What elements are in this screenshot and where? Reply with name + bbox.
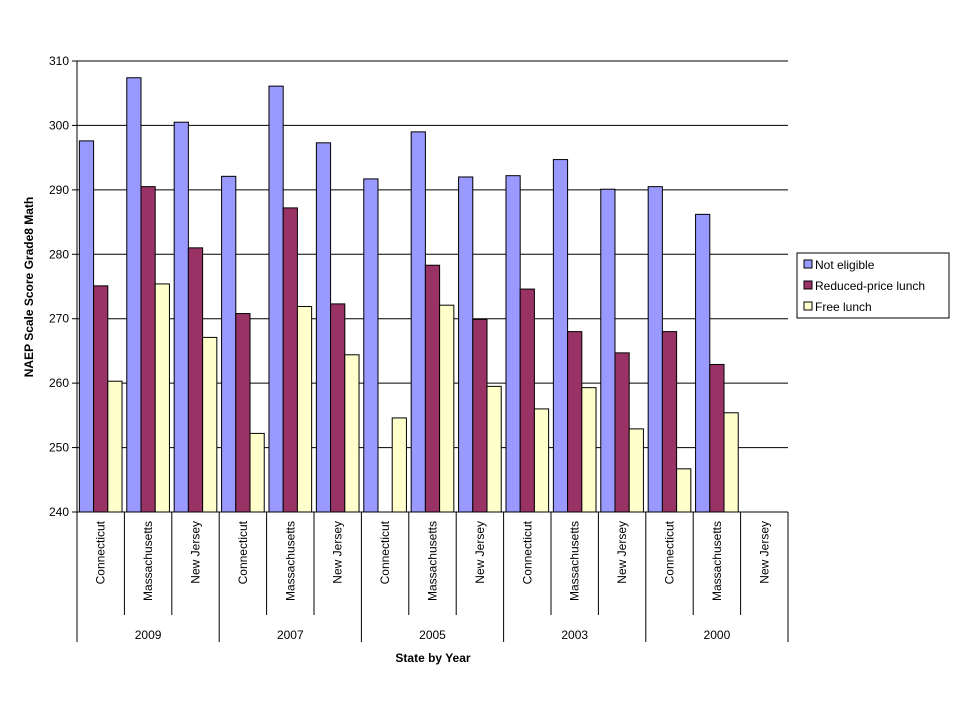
bar-not-eligible — [78, 140, 95, 513]
bar-free-lunch — [344, 354, 360, 513]
bar-reduced-price-lunch — [472, 318, 488, 513]
bar-not-eligible — [695, 213, 711, 513]
x-category-label: Connecticut — [520, 520, 534, 584]
x-category-label: New Jersey — [615, 521, 629, 584]
x-category-label: Connecticut — [236, 520, 250, 584]
y-axis-ticks: 240 250 260 270 280 290 300 310 — [49, 54, 77, 519]
x-axis-title: State by Year — [395, 651, 470, 665]
y-tick-label: 290 — [49, 183, 69, 197]
bar-reduced-price-lunch — [424, 264, 441, 513]
x-group-label: 2007 — [277, 628, 304, 642]
x-group-label: 2005 — [419, 628, 446, 642]
y-tick-label: 310 — [49, 54, 69, 68]
bar-not-eligible — [363, 178, 379, 513]
legend-label: Not eligible — [815, 258, 875, 272]
legend-swatch — [803, 301, 813, 311]
x-group-label: 2009 — [135, 628, 162, 642]
bar-free-lunch — [296, 305, 313, 513]
bar-free-lunch — [723, 412, 739, 513]
bar-reduced-price-lunch — [614, 352, 630, 513]
bar-reduced-price-lunch — [93, 285, 109, 513]
y-tick-label: 270 — [49, 312, 69, 326]
bar-not-eligible — [600, 188, 616, 513]
bar-not-eligible — [268, 85, 284, 513]
bar-not-eligible — [505, 175, 521, 513]
bar-not-eligible — [221, 175, 237, 513]
bar-free-lunch — [533, 408, 550, 513]
x-category-label: Massachusetts — [283, 521, 297, 601]
bar-reduced-price-lunch — [140, 186, 156, 513]
x-category-label: Massachusetts — [568, 521, 582, 601]
bar-reduced-price-lunch — [519, 288, 535, 513]
legend-box — [796, 252, 950, 319]
bar-not-eligible — [647, 186, 663, 513]
y-tick-label: 240 — [49, 505, 69, 519]
bar-free-lunch — [391, 417, 407, 513]
axes — [76, 61, 788, 513]
bar-free-lunch — [202, 336, 218, 513]
x-group-label: 2000 — [704, 628, 731, 642]
x-group-labels: 2009 2007 2005 2003 2000 — [135, 628, 731, 642]
bar-free-lunch — [581, 387, 597, 513]
y-tick-label: 250 — [49, 441, 69, 455]
bar-reduced-price-lunch — [235, 313, 251, 513]
bar-reduced-price-lunch — [567, 331, 583, 513]
x-category-labels: Connecticut Massachusetts New Jersey Connec… — [76, 512, 789, 642]
bar-reduced-price-lunch — [282, 207, 298, 513]
x-category-label: New Jersey — [473, 521, 487, 584]
bar-reduced-price-lunch — [709, 363, 725, 513]
bar-reduced-price-lunch — [330, 303, 346, 513]
y-tick-label: 260 — [49, 376, 69, 390]
y-tick-label: 280 — [49, 247, 69, 261]
legend-label: Reduced-price lunch — [815, 279, 925, 293]
x-category-label: Massachusetts — [426, 521, 440, 601]
x-category-label: Massachusetts — [141, 521, 155, 601]
x-group-label: 2003 — [561, 628, 588, 642]
bar-not-eligible — [173, 121, 189, 513]
legend-swatch — [803, 280, 813, 290]
bar-not-eligible — [552, 159, 569, 513]
x-category-label: New Jersey — [331, 521, 345, 584]
legend: Not eligible Reduced-price lunch Free lunc… — [796, 252, 950, 319]
x-category-label: New Jersey — [757, 521, 771, 584]
bar-not-eligible — [458, 176, 474, 513]
bar-not-eligible — [315, 142, 332, 513]
bar-free-lunch — [107, 380, 123, 513]
bar-reduced-price-lunch — [661, 331, 678, 513]
bar-reduced-price-lunch — [187, 247, 204, 513]
bar-not-eligible — [126, 77, 142, 513]
x-category-label: Connecticut — [378, 520, 392, 584]
bars — [78, 77, 739, 513]
bar-free-lunch — [439, 304, 455, 513]
x-category-label: Connecticut — [663, 520, 677, 584]
x-category-label: Massachusetts — [710, 521, 724, 601]
bar-free-lunch — [628, 428, 644, 513]
y-tick-label: 300 — [49, 118, 69, 132]
legend-swatch — [803, 259, 813, 269]
legend-label: Free lunch — [815, 300, 872, 314]
bar-not-eligible — [410, 131, 426, 513]
y-axis-title: NAEP Scale Score Grade8 Math — [22, 197, 36, 378]
x-category-label: Connecticut — [94, 520, 108, 584]
x-category-label: New Jersey — [189, 521, 203, 584]
bar-free-lunch — [676, 468, 692, 513]
bar-free-lunch — [249, 432, 265, 513]
bar-free-lunch — [154, 283, 170, 513]
bar-free-lunch — [486, 385, 502, 513]
